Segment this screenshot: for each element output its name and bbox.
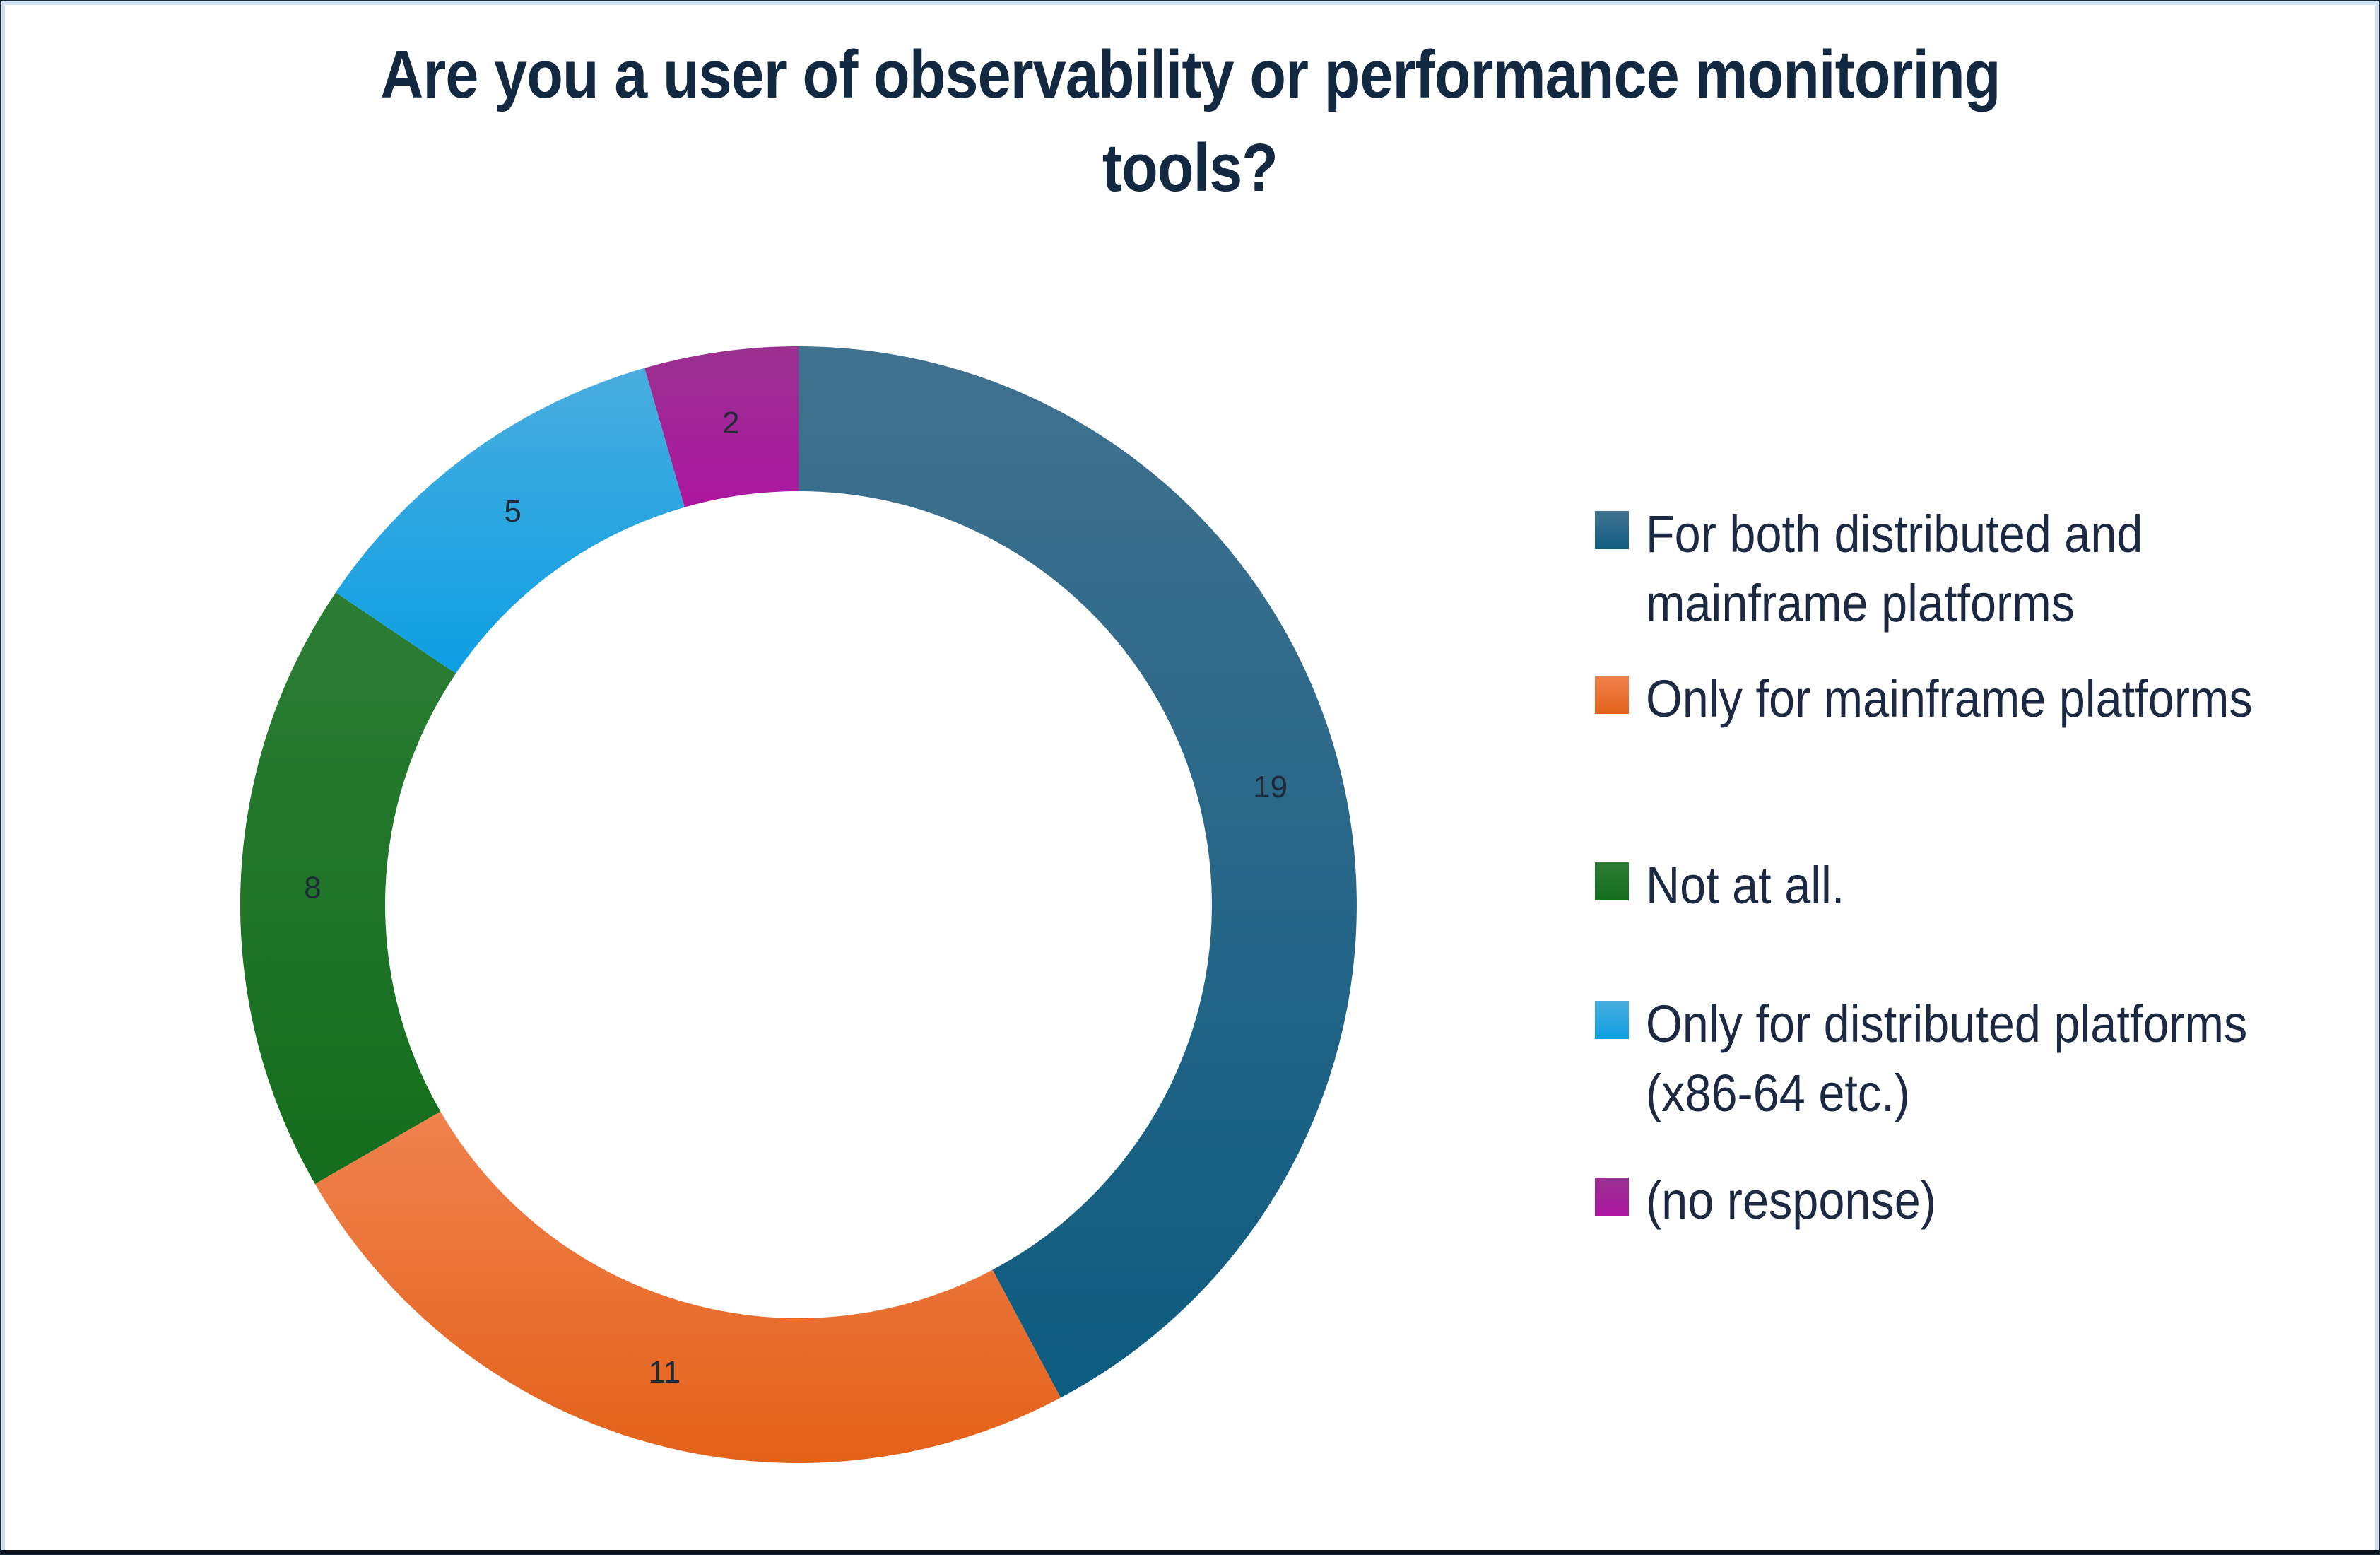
data-label-2: 8 — [304, 871, 321, 905]
donut-slice-2 — [240, 592, 456, 1184]
donut-slice-0 — [799, 346, 1357, 1398]
donut-slice-4 — [644, 346, 799, 507]
data-label-4: 2 — [722, 406, 739, 440]
legend-swatch-icon — [1595, 1001, 1629, 1039]
legend-item-3: Only for distributed platforms (x86-64 et… — [1595, 990, 2314, 1128]
legend-item-0: For both distributed and mainframe platfo… — [1595, 500, 2198, 638]
chart-title: Are you a user of observability or perfo… — [1, 28, 2379, 215]
chart-legend: For both distributed and mainframe platfo… — [1595, 1, 2372, 1554]
legend-label: (no response) — [1646, 1171, 1936, 1230]
bottom-edge-bar — [1, 1550, 2379, 1554]
legend-label: Not at all. — [1646, 856, 1845, 915]
data-label-1: 11 — [649, 1355, 681, 1390]
legend-swatch-icon — [1595, 1178, 1629, 1216]
legend-label: Only for mainframe platforms — [1646, 669, 2253, 728]
legend-label: For both distributed and mainframe platfo… — [1646, 505, 2143, 633]
legend-item-4: (no response) — [1595, 1166, 1969, 1236]
legend-swatch-icon — [1595, 862, 1629, 900]
donut-slice-3 — [336, 368, 685, 674]
donut-slice-1 — [314, 1111, 1061, 1464]
chart-title-line-1: Are you a user of observability or perfo… — [379, 37, 2001, 112]
data-label-0: 19 — [1253, 770, 1288, 804]
legend-label: Only for distributed platforms (x86-64 et… — [1646, 994, 2248, 1122]
legend-swatch-icon — [1595, 676, 1629, 714]
legend-item-2: Not at all. — [1595, 851, 1867, 920]
legend-swatch-icon — [1595, 511, 1629, 549]
chart-title-line-2: tools? — [1102, 130, 1278, 206]
data-label-3: 5 — [504, 494, 521, 529]
legend-item-1: Only for mainframe platforms — [1595, 664, 2320, 734]
